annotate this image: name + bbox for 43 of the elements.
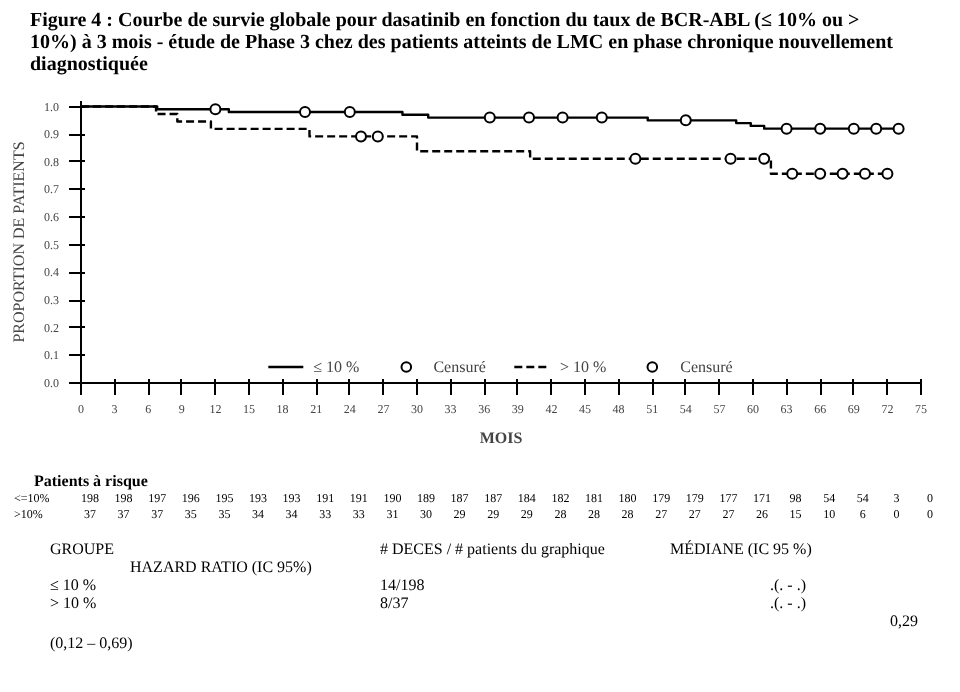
point [780,122,793,135]
legend-label: Censuré [680,357,733,375]
point [371,130,384,143]
point [355,130,367,143]
chart-title: Figure 4 : Courbe de survie globale pour dasatinib en fonction du taux de BCR-ABL (≤ 10% ou > 10%) à 3 mois - étude de Phase 3 chez des patients atteints de LMC en phase chronique nouvellement diagnostiquée [28,10,895,76]
point [786,167,799,180]
legend-label: Censuré [433,357,486,375]
point [343,106,356,119]
text: (0,12 – 0,69) [50,632,133,655]
text: HAZARD RATIO (IC 95%) [130,556,312,579]
text: 0,29 [890,610,918,633]
point [758,152,771,165]
point [595,111,608,124]
point [679,114,692,127]
text: 8/37 [380,592,409,615]
point [483,111,496,124]
point [523,111,535,124]
text: # DECES / # patients du graphique [380,538,605,561]
text: 14/198 [380,574,425,597]
text: .(. - .) [770,574,806,597]
point [209,103,222,116]
point [892,122,905,135]
legend-label: > 10 % [559,357,607,375]
point [836,167,849,180]
point [629,152,642,165]
text: .(. - .) [770,594,806,615]
point [724,152,737,165]
text: MÉDIANE (IC 95 %) [670,538,812,561]
text: ≤ 10 % [50,574,97,597]
y-axis-title: PROPORTION DE PATIENTS [10,141,28,343]
point [881,167,894,180]
point [847,122,860,135]
legend-label: ≤ 10 % [313,357,360,375]
text: GROUPE [50,538,115,561]
point [814,122,827,135]
x-axis-title: MOIS [479,429,524,447]
point [859,167,871,180]
point [870,122,883,135]
text: Patients à risque [32,470,150,493]
point [814,167,827,180]
point [556,111,569,124]
text: > 10 % [50,592,97,615]
point [299,106,311,119]
